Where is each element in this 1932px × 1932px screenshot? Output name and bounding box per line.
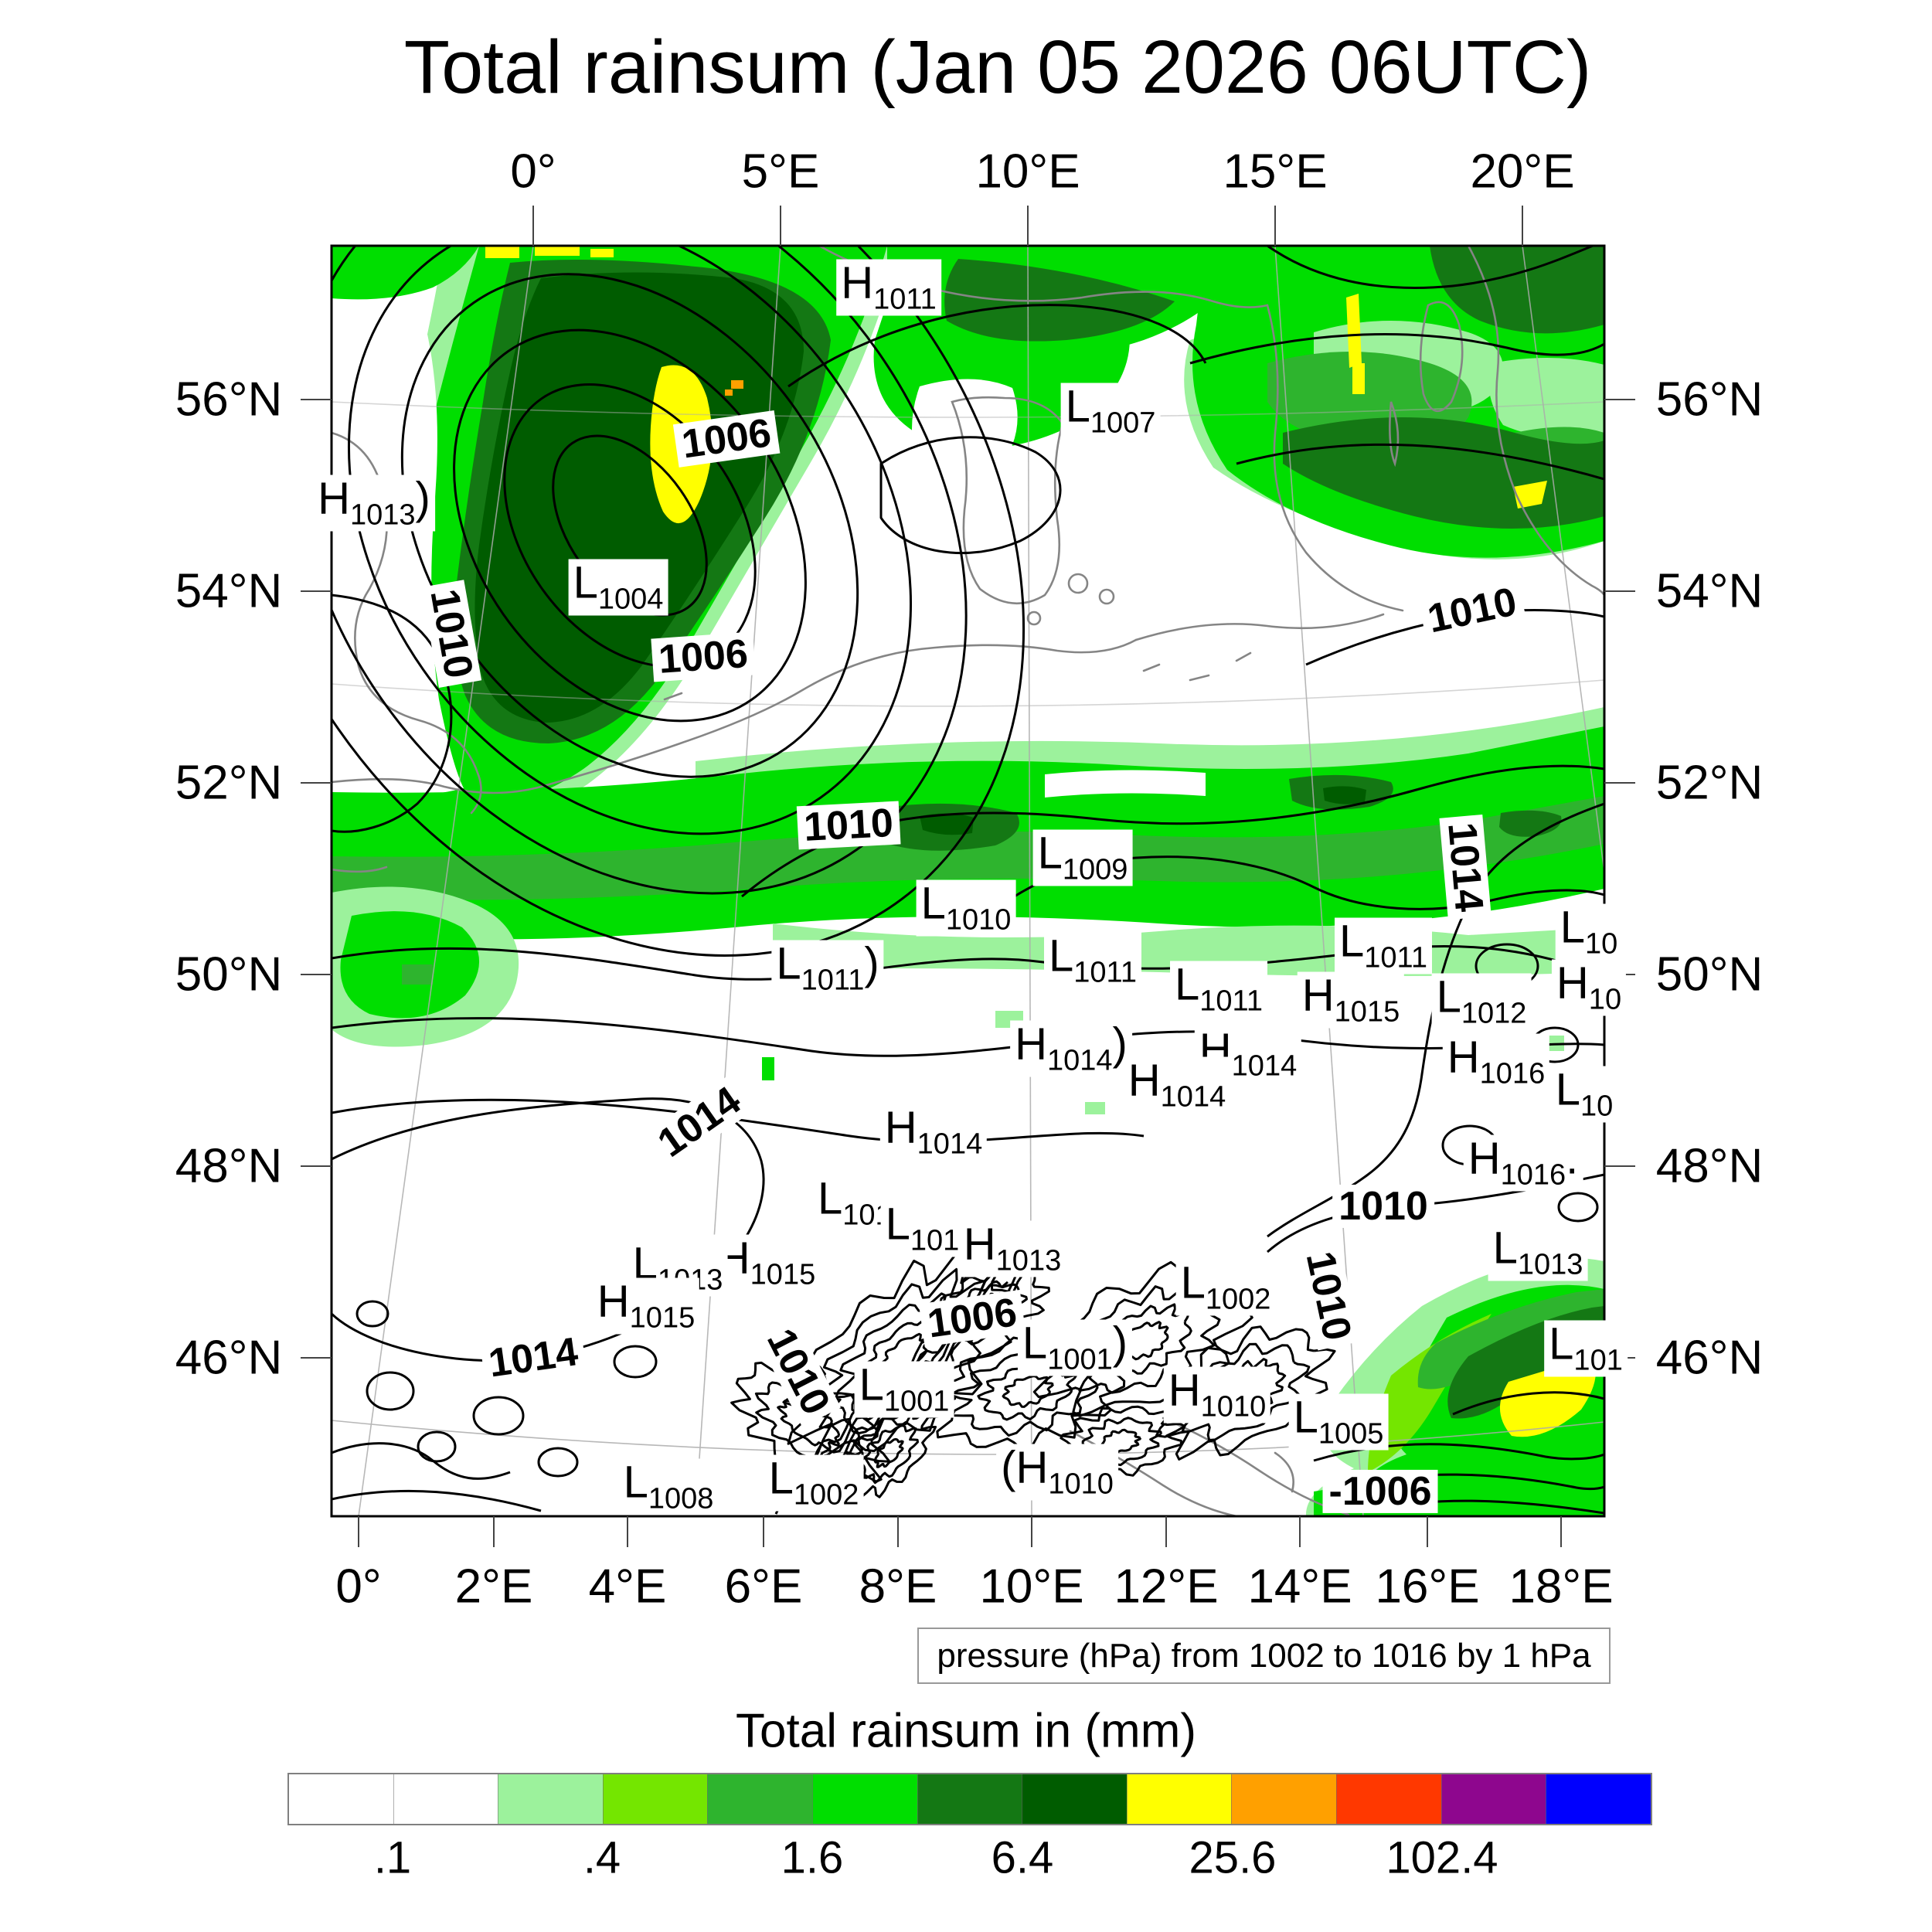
bottom-axis-label: 16°E	[1375, 1560, 1480, 1614]
pressure-center-label: H1015	[1297, 971, 1405, 1029]
colorbar-segment	[1022, 1774, 1127, 1824]
pressure-center-label: H1014	[879, 1104, 988, 1161]
colorbar-segment	[602, 1774, 708, 1824]
pressure-center-label: L1011	[1044, 932, 1141, 989]
colorbar-segment	[917, 1774, 1022, 1824]
colorbar-tick-label: 102.4	[1386, 1832, 1498, 1883]
top-axis-label: 10°E	[975, 145, 1080, 199]
pressure-center-label: L10	[1555, 903, 1623, 961]
right-axis-label: 48°N	[1655, 1139, 1764, 1193]
bottom-axis-label: 6°E	[724, 1560, 803, 1614]
pressure-center-label: L1001	[854, 1361, 954, 1418]
pressure-center-label: H1015	[713, 1234, 821, 1291]
left-axis-label: 48°N	[175, 1139, 283, 1193]
left-axis-label: 46°N	[175, 1331, 283, 1385]
colorbar-segment	[1546, 1774, 1651, 1824]
bottom-axis-label: 12°E	[1114, 1560, 1219, 1614]
colorbar-segment	[1231, 1774, 1337, 1824]
colorbar-tick-label: .1	[373, 1832, 412, 1883]
colorbar-tick-label: 6.4	[991, 1832, 1054, 1883]
pressure-center-label: L1002	[764, 1454, 864, 1512]
contour-value-label: -1006	[1322, 1470, 1438, 1513]
pressure-center-label: H1011	[836, 259, 941, 316]
map-border	[330, 244, 1606, 1518]
colorbar-segment	[1336, 1774, 1441, 1824]
right-axis-label: 46°N	[1655, 1331, 1764, 1385]
bottom-axis-label: 0°	[335, 1560, 382, 1614]
pressure-center-label: L1008	[618, 1458, 719, 1515]
pressure-center-label: L1009	[1032, 829, 1133, 886]
pressure-center-label: H1013	[958, 1220, 1066, 1277]
contour-value-label: 1010	[796, 801, 901, 850]
left-axis-label: 52°N	[175, 756, 283, 810]
pressure-center-label: L1002	[1175, 1259, 1276, 1316]
pressure-center-label: H1016.	[1463, 1134, 1583, 1192]
colorbar-segment	[1126, 1774, 1232, 1824]
bottom-axis-label: 14°E	[1247, 1560, 1352, 1614]
pressure-center-label: L1011	[1335, 917, 1432, 975]
pressure-center-label: H1010	[1163, 1366, 1271, 1423]
rain-shading	[332, 246, 1604, 1516]
pressure-center-label: L101	[1544, 1320, 1628, 1377]
bottom-axis-label: 18°E	[1509, 1560, 1614, 1614]
contour-value-label: 1010	[1332, 1185, 1434, 1228]
contour-value-label: 1006	[651, 631, 756, 682]
pressure-center-label: L1004	[568, 559, 668, 616]
top-axis-label: 15°E	[1223, 145, 1328, 199]
right-axis-label: 54°N	[1655, 564, 1764, 618]
colorbar-segment	[289, 1774, 393, 1824]
colorbar	[287, 1773, 1652, 1825]
pressure-center-label: L1001)	[1017, 1319, 1133, 1376]
colorbar-segment	[1440, 1774, 1546, 1824]
bottom-axis-label: 10°E	[979, 1560, 1084, 1614]
pressure-center-label: H1015	[592, 1277, 700, 1335]
colorbar-title: Total rainsum in (mm)	[736, 1704, 1196, 1758]
colorbar-tick-label: 1.6	[781, 1832, 844, 1883]
colorbar-segment	[393, 1774, 498, 1824]
pressure-note-box: pressure (hPa) from 1002 to 1016 by 1 hP…	[917, 1628, 1611, 1684]
pressure-note-text: pressure (hPa) from 1002 to 1016 by 1 hP…	[937, 1636, 1591, 1675]
pressure-center-label: H1014	[1123, 1056, 1231, 1114]
left-axis-label: 54°N	[175, 564, 283, 618]
colorbar-tick-label: .4	[583, 1832, 621, 1883]
right-axis-label: 50°N	[1655, 947, 1764, 1002]
contour-value-label: 1014	[1439, 814, 1492, 920]
pressure-center-label: L1012	[1431, 973, 1532, 1030]
bottom-axis-label: 8°E	[859, 1560, 937, 1614]
colorbar-segment	[707, 1774, 813, 1824]
pressure-center-label: (H1010	[996, 1444, 1118, 1501]
pressure-center-label: L1011)	[771, 940, 884, 997]
pressure-center-label: L1005	[1288, 1393, 1389, 1451]
pressure-center-label: L1010	[916, 879, 1016, 937]
pressure-center-label: H10	[1551, 959, 1627, 1016]
bottom-axis-label: 4°E	[588, 1560, 667, 1614]
colorbar-segment	[498, 1774, 603, 1824]
pressure-center-label: H1014	[1194, 1026, 1302, 1083]
right-axis-label: 56°N	[1655, 372, 1764, 427]
pressure-center-label: H1013)	[313, 474, 435, 532]
pressure-center-label: H1016	[1442, 1033, 1550, 1090]
pressure-center-label: L1013	[1488, 1224, 1588, 1281]
pressure-center-label: L1011	[1170, 961, 1267, 1018]
pressure-center-label: L1007	[1060, 383, 1161, 440]
left-axis-label: 56°N	[175, 372, 283, 427]
top-axis-label: 5°E	[741, 145, 820, 199]
page-title: Total rainsum (Jan 05 2026 06UTC)	[403, 25, 1592, 109]
right-axis-label: 52°N	[1655, 756, 1764, 810]
graticule	[332, 246, 1604, 1516]
pressure-center-label: L10	[1550, 1066, 1618, 1123]
top-axis-label: 0°	[510, 145, 556, 199]
pressure-center-label: H1014)	[1010, 1020, 1132, 1077]
top-axis-label: 20°E	[1470, 145, 1575, 199]
bottom-axis-label: 2°E	[454, 1560, 533, 1614]
colorbar-tick-label: 25.6	[1189, 1832, 1277, 1883]
left-axis-label: 50°N	[175, 947, 283, 1002]
colorbar-segment	[812, 1774, 917, 1824]
